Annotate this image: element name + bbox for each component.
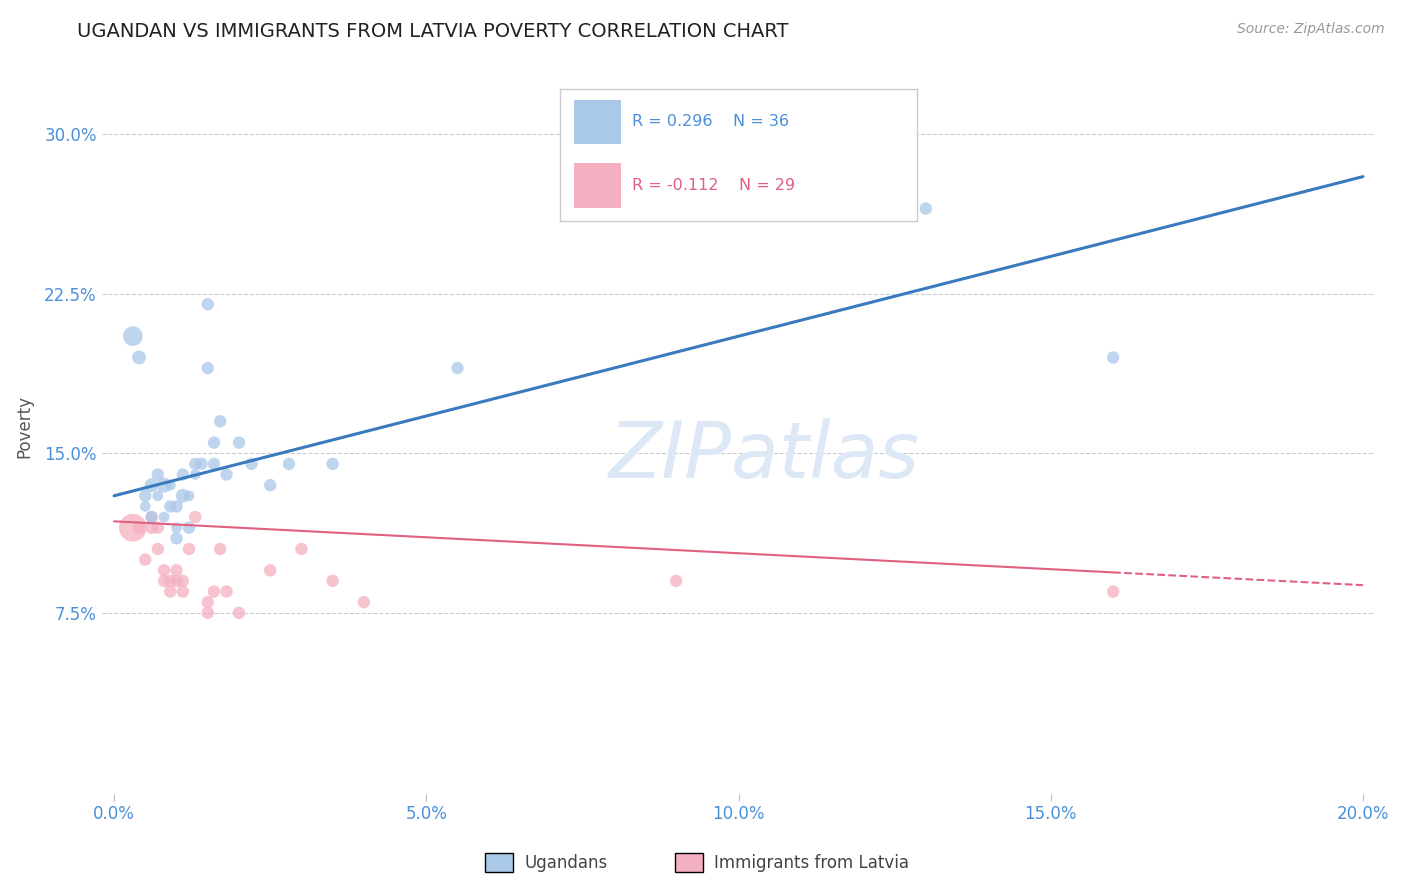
Point (240, 457, 263, 471)
Point (228, 606, 250, 620)
Point (146, 489, 169, 503)
Point (172, 584, 194, 599)
Point (1102, 351, 1125, 365)
Point (209, 414, 232, 428)
Point (121, 521, 143, 535)
Point (322, 574, 344, 588)
Point (141, 521, 163, 535)
Text: Immigrants from Latvia: Immigrants from Latvia (714, 854, 910, 871)
Point (134, 500, 156, 514)
Point (159, 584, 181, 599)
Point (197, 361, 219, 376)
Point (153, 478, 176, 492)
Point (202, 584, 225, 599)
Text: Source: ZipAtlas.com: Source: ZipAtlas.com (1237, 22, 1385, 37)
Point (446, 361, 468, 376)
Point (166, 574, 188, 588)
Point (353, 595, 375, 609)
Point (128, 351, 150, 365)
Point (177, 541, 200, 556)
Text: UGANDAN VS IMMIGRANTS FROM LATVIA POVERTY CORRELATION CHART: UGANDAN VS IMMIGRANTS FROM LATVIA POVERT… (77, 22, 789, 41)
Point (177, 489, 200, 503)
Point (197, 297, 219, 311)
Point (197, 595, 219, 609)
Point (153, 563, 176, 577)
Point (215, 467, 238, 482)
Point (172, 574, 194, 588)
Point (197, 606, 219, 620)
Text: Ugandans: Ugandans (524, 854, 607, 871)
Point (146, 541, 169, 556)
Point (159, 574, 181, 588)
Point (259, 478, 281, 492)
Point (184, 457, 207, 471)
Point (259, 563, 281, 577)
Point (166, 521, 188, 535)
Point (166, 500, 188, 514)
Point (215, 584, 238, 599)
Point (134, 552, 156, 566)
Point (277, 457, 299, 471)
Point (202, 435, 225, 450)
Point (141, 510, 163, 524)
Point (172, 489, 194, 503)
Point (166, 532, 188, 546)
Text: ZIPatlas: ZIPatlas (609, 418, 920, 494)
Point (146, 521, 169, 535)
Point (184, 467, 207, 482)
Point (1102, 584, 1125, 599)
Point (153, 574, 176, 588)
Y-axis label: Poverty: Poverty (15, 395, 32, 458)
Point (159, 500, 181, 514)
Point (290, 541, 312, 556)
Point (184, 510, 207, 524)
Point (146, 467, 169, 482)
Point (141, 478, 163, 492)
Point (228, 435, 250, 450)
Point (141, 510, 163, 524)
Point (159, 478, 181, 492)
Point (914, 202, 936, 216)
Point (190, 457, 212, 471)
Point (172, 467, 194, 482)
Point (202, 457, 225, 471)
Point (209, 541, 232, 556)
Point (134, 489, 156, 503)
Point (128, 521, 150, 535)
Point (177, 521, 200, 535)
Point (322, 457, 344, 471)
Point (121, 329, 143, 343)
Point (166, 563, 188, 577)
Point (665, 574, 688, 588)
Point (153, 510, 176, 524)
